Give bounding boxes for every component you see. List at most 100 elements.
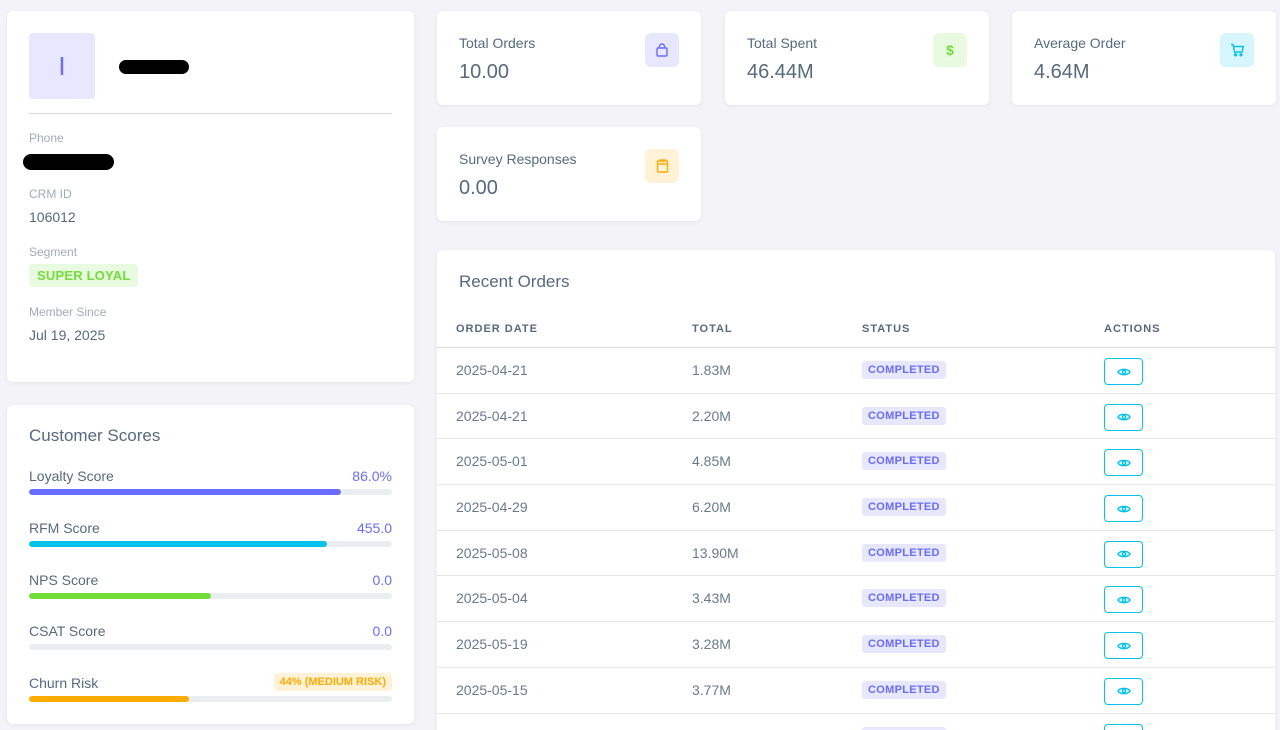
order-date-cell: 2025-05-08 bbox=[456, 544, 528, 561]
rfm-score-row: RFM Score 455.0 bbox=[29, 520, 392, 554]
status-badge: COMPLETED bbox=[862, 589, 946, 608]
eye-icon bbox=[1116, 413, 1131, 421]
eye-icon bbox=[1116, 596, 1131, 604]
eye-icon bbox=[1116, 505, 1131, 512]
csat-score-row: CSAT Score 0.0 bbox=[29, 623, 392, 657]
score-value: 455.0 bbox=[356, 520, 392, 536]
column-header-status[interactable]: STATUS bbox=[862, 323, 911, 335]
crm-id-label: CRM ID bbox=[29, 187, 72, 201]
view-order-button[interactable] bbox=[1104, 677, 1143, 705]
order-date-cell: 2025-05-01 bbox=[456, 453, 528, 470]
loyalty-score-row: Loyalty Score 86.0% bbox=[29, 468, 392, 502]
status-badge: COMPLETED bbox=[862, 680, 946, 699]
member-since-label: Member Since bbox=[29, 305, 107, 319]
eye-icon bbox=[1116, 368, 1131, 375]
view-order-button[interactable] bbox=[1104, 586, 1143, 614]
table-row: 2025-04-29 6.20M COMPLETED bbox=[437, 485, 1275, 531]
shopping-bag-icon bbox=[645, 33, 679, 67]
clipboard-icon bbox=[645, 149, 679, 183]
score-label: Loyalty Score bbox=[29, 468, 114, 484]
order-total-cell: 2.20M bbox=[692, 407, 731, 424]
eye-icon bbox=[1116, 642, 1131, 649]
order-date-cell: 2025-04-21 bbox=[456, 362, 528, 378]
dollar-icon: $ bbox=[933, 33, 967, 67]
orders-table-body: 2025-04-21 1.83M COMPLETED 2025-04-21 2.20M C… bbox=[437, 348, 1275, 730]
stat-value: 46.44M bbox=[747, 61, 814, 83]
order-total-cell: 3.77M bbox=[692, 681, 731, 698]
view-order-button[interactable] bbox=[1104, 495, 1143, 523]
view-order-button[interactable] bbox=[1104, 632, 1143, 660]
recent-orders-title: Recent Orders bbox=[459, 272, 570, 291]
score-label: Churn Risk bbox=[29, 675, 99, 691]
order-total-cell: 3.28M bbox=[692, 636, 731, 653]
phone-label: Phone bbox=[29, 131, 64, 145]
cart-icon bbox=[1220, 33, 1254, 67]
score-track bbox=[29, 696, 392, 702]
score-label: CSAT Score bbox=[29, 623, 106, 639]
eye-icon bbox=[1116, 687, 1131, 695]
score-track bbox=[29, 541, 392, 547]
view-order-button[interactable] bbox=[1104, 449, 1143, 477]
column-header-actions: ACTIONS bbox=[1104, 323, 1161, 335]
view-order-button[interactable] bbox=[1104, 540, 1143, 568]
score-track bbox=[29, 644, 392, 650]
stat-value: 4.64M bbox=[1034, 61, 1090, 83]
table-row: 2025-05-19 3.28M COMPLETED bbox=[437, 622, 1275, 668]
order-total-cell: 3.43M bbox=[692, 590, 731, 607]
order-date-cell: 2025-04-21 bbox=[456, 407, 528, 424]
score-value: 86.0% bbox=[352, 468, 392, 484]
score-fill bbox=[29, 489, 342, 495]
table-row: 2025-04-21 2.20M COMPLETED bbox=[437, 394, 1275, 440]
status-badge: COMPLETED bbox=[862, 406, 946, 425]
score-value: 0.0 bbox=[372, 572, 392, 588]
status-badge: COMPLETED bbox=[862, 452, 946, 471]
order-date-cell: 2025-05-19 bbox=[456, 636, 528, 653]
eye-icon bbox=[1116, 550, 1131, 558]
table-row: 2025-05-08 13.90M COMPLETED bbox=[437, 531, 1275, 577]
column-header-order-date[interactable]: ORDER DATE bbox=[456, 323, 538, 335]
score-label: NPS Score bbox=[29, 572, 99, 588]
status-badge: COMPLETED bbox=[862, 635, 946, 654]
table-row: 2025-05-15 3.77M COMPLETED bbox=[437, 668, 1275, 714]
recent-orders-card: Recent Orders ORDER DATE TOTAL STATUS AC… bbox=[437, 250, 1275, 730]
profile-divider bbox=[29, 113, 392, 114]
segment-label: Segment bbox=[29, 245, 78, 259]
stat-label: Average Order bbox=[1034, 35, 1126, 51]
view-order-button[interactable] bbox=[1104, 723, 1143, 730]
order-total-cell: 4.85M bbox=[692, 453, 731, 470]
view-order-button[interactable] bbox=[1104, 403, 1143, 431]
stat-label: Survey Responses bbox=[459, 151, 577, 167]
table-row: 2025-04-21 1.83M COMPLETED bbox=[437, 348, 1275, 394]
member-since-value: Jul 19, 2025 bbox=[29, 327, 106, 343]
score-fill bbox=[29, 541, 327, 547]
order-date-cell: 2025-04-29 bbox=[456, 499, 528, 516]
stat-value: 0.00 bbox=[459, 177, 498, 199]
score-fill bbox=[29, 593, 211, 599]
stat-label: Total Spent bbox=[747, 35, 818, 51]
order-date-cell: 2025-05-15 bbox=[456, 681, 528, 698]
status-badge: COMPLETED bbox=[862, 361, 946, 379]
table-row: 2025-05-04 3.43M COMPLETED bbox=[437, 576, 1275, 623]
redacted-customer-name bbox=[119, 60, 189, 74]
order-total-cell: 6.20M bbox=[692, 499, 731, 516]
order-total-cell: 1.83M bbox=[692, 362, 731, 378]
score-track bbox=[29, 593, 392, 599]
eye-icon bbox=[1116, 459, 1131, 467]
survey-responses-card: Survey Responses 0.00 bbox=[437, 127, 701, 221]
scores-title: Customer Scores bbox=[29, 426, 161, 445]
status-badge: COMPLETED bbox=[862, 498, 946, 517]
status-badge: COMPLETED bbox=[862, 726, 946, 730]
customer-scores-card: Customer Scores Loyalty Score 86.0% RFM … bbox=[7, 405, 414, 724]
churn-risk-row: Churn Risk 44% (MEDIUM RISK) bbox=[29, 673, 392, 709]
total-spent-card: Total Spent 46.44M $ bbox=[725, 11, 989, 105]
table-header: ORDER DATE TOTAL STATUS ACTIONS bbox=[437, 312, 1275, 348]
view-order-button[interactable] bbox=[1104, 358, 1143, 385]
order-date-cell: 2025-05-04 bbox=[456, 590, 528, 607]
stat-label: Total Orders bbox=[459, 35, 536, 51]
column-header-total[interactable]: TOTAL bbox=[692, 323, 733, 335]
score-fill bbox=[29, 696, 189, 702]
total-orders-card: Total Orders 10.00 bbox=[437, 11, 701, 105]
table-row: 2025-05-01 4.85M COMPLETED bbox=[437, 439, 1275, 486]
score-track bbox=[29, 489, 392, 495]
status-badge: COMPLETED bbox=[862, 543, 946, 562]
